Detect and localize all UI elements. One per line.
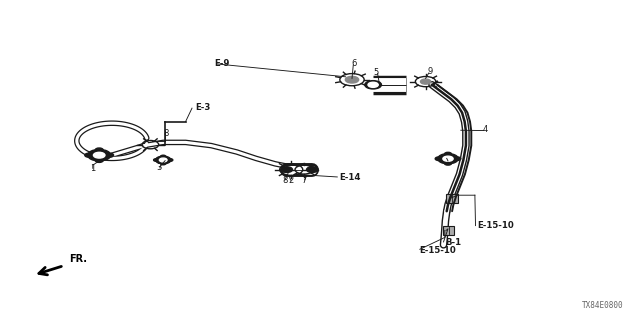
Circle shape: [346, 76, 358, 83]
Circle shape: [438, 154, 458, 164]
Circle shape: [454, 157, 461, 161]
Text: 8: 8: [282, 176, 287, 185]
Circle shape: [435, 157, 442, 161]
Circle shape: [281, 167, 292, 172]
Text: E-9: E-9: [214, 60, 230, 68]
Circle shape: [161, 155, 166, 158]
Circle shape: [106, 153, 114, 157]
Text: E-14: E-14: [339, 173, 361, 182]
Circle shape: [443, 156, 453, 161]
Circle shape: [95, 158, 103, 162]
Text: 7: 7: [301, 176, 307, 185]
Text: 1: 1: [90, 164, 95, 173]
Circle shape: [420, 79, 431, 84]
Circle shape: [168, 159, 173, 161]
Circle shape: [161, 162, 166, 165]
Circle shape: [85, 153, 93, 157]
Text: 3: 3: [156, 163, 161, 172]
Text: TX84E0800: TX84E0800: [582, 301, 624, 310]
Text: 2: 2: [289, 176, 294, 185]
Circle shape: [365, 81, 381, 89]
Circle shape: [444, 162, 452, 165]
Text: 4: 4: [483, 125, 488, 134]
Text: E-15-10: E-15-10: [419, 246, 456, 255]
Circle shape: [159, 158, 167, 162]
Text: 5: 5: [374, 68, 379, 77]
Text: FR.: FR.: [69, 254, 87, 264]
Bar: [443, 226, 454, 235]
Circle shape: [154, 159, 159, 161]
Circle shape: [444, 152, 452, 156]
Text: 3: 3: [443, 154, 448, 163]
Bar: [446, 194, 458, 203]
Circle shape: [88, 149, 111, 161]
Text: 8: 8: [164, 129, 169, 138]
Text: 9: 9: [428, 68, 433, 76]
Circle shape: [156, 156, 171, 164]
Circle shape: [307, 167, 318, 172]
Text: E-15-10: E-15-10: [477, 221, 513, 230]
Text: E-3: E-3: [195, 103, 211, 112]
Circle shape: [95, 148, 103, 152]
Circle shape: [368, 82, 378, 87]
Text: B-1: B-1: [445, 238, 461, 247]
Circle shape: [93, 152, 105, 158]
Text: 6: 6: [351, 60, 356, 68]
